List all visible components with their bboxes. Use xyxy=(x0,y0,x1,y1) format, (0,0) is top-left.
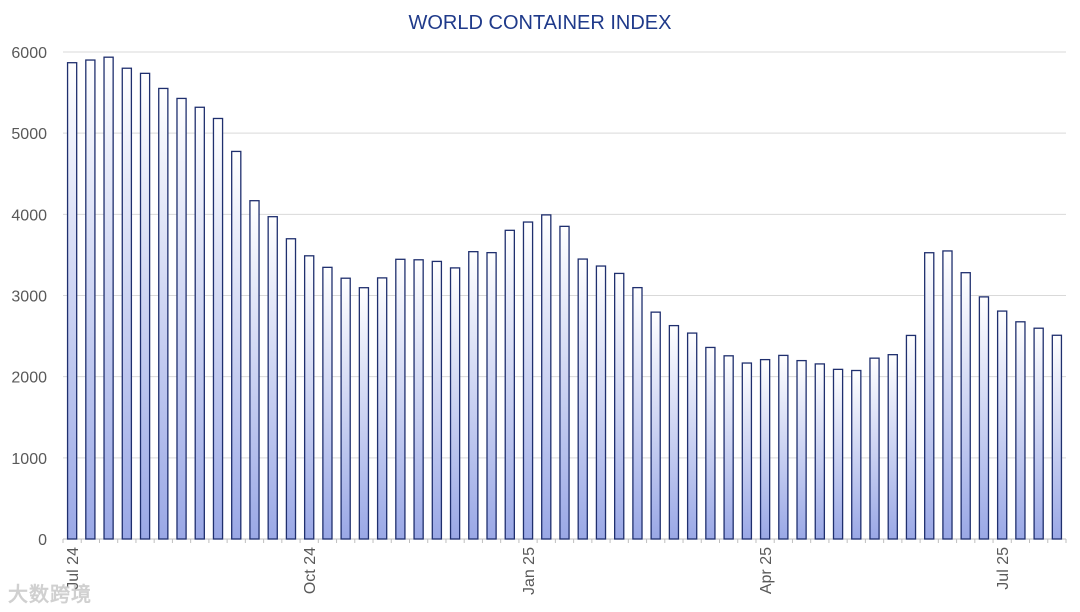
bar xyxy=(541,214,552,540)
bar xyxy=(723,355,734,540)
bar xyxy=(814,363,826,540)
bar xyxy=(832,368,844,540)
y-tick-label: 6000 xyxy=(11,45,47,62)
bar xyxy=(285,238,297,540)
y-tick-label: 1000 xyxy=(11,451,47,468)
x-tick-label: Jul 24 xyxy=(65,547,82,590)
bar xyxy=(376,277,388,540)
watermark-logo: 大数跨境 xyxy=(8,582,92,606)
bar xyxy=(869,357,880,540)
y-tick-label: 5000 xyxy=(11,126,47,143)
bar xyxy=(468,251,479,540)
y-tick-label: 4000 xyxy=(11,207,47,224)
bar xyxy=(796,359,807,540)
bars xyxy=(66,56,1063,540)
bar xyxy=(942,250,953,540)
bar xyxy=(249,200,260,540)
bar xyxy=(139,72,151,540)
bar xyxy=(1015,321,1026,540)
bar xyxy=(504,229,516,540)
bar xyxy=(66,62,78,540)
bar xyxy=(996,310,1008,540)
bar xyxy=(486,251,497,540)
bar xyxy=(212,117,224,540)
x-tick-label: Oct 24 xyxy=(302,547,319,594)
bar xyxy=(978,296,990,540)
bar xyxy=(431,260,443,540)
bar xyxy=(759,358,771,540)
bar xyxy=(267,216,278,540)
x-axis: Jul 24 Oct 24 Jan 25 Apr 25 Jul 25 xyxy=(62,539,1067,595)
bar xyxy=(158,87,169,540)
bar xyxy=(614,272,625,540)
bar xyxy=(851,369,862,540)
bar xyxy=(577,258,588,540)
bar xyxy=(85,59,96,540)
bar xyxy=(1051,334,1063,540)
y-tick-label: 2000 xyxy=(11,370,47,387)
bar xyxy=(413,259,424,540)
bar xyxy=(924,252,935,540)
bar xyxy=(522,221,534,540)
bar xyxy=(905,334,917,540)
bar xyxy=(1033,327,1044,540)
y-tick-label: 3000 xyxy=(11,289,47,306)
bar xyxy=(358,287,370,540)
bar xyxy=(705,346,716,540)
bar xyxy=(103,56,114,540)
bar xyxy=(231,150,242,540)
bar xyxy=(595,265,607,540)
chart-title: WORLD CONTAINER INDEX xyxy=(409,12,672,34)
bar xyxy=(632,286,643,540)
y-axis: 0 1000 2000 3000 4000 5000 6000 xyxy=(11,45,47,549)
x-tick-label: Apr 25 xyxy=(758,547,775,594)
bar xyxy=(668,324,680,540)
bar xyxy=(449,267,461,540)
bar xyxy=(778,354,789,540)
bar xyxy=(650,311,661,540)
bar xyxy=(960,272,971,540)
bar xyxy=(887,354,898,540)
bar xyxy=(340,277,351,540)
bar xyxy=(303,255,315,540)
bar xyxy=(559,225,570,540)
bar xyxy=(686,332,698,540)
bar xyxy=(176,97,187,540)
bar xyxy=(194,106,205,540)
x-tick-label: Jan 25 xyxy=(521,547,538,595)
bar xyxy=(121,67,133,540)
y-tick-label: 0 xyxy=(38,532,47,549)
x-tick-label: Jul 25 xyxy=(995,547,1012,590)
bar xyxy=(741,362,753,540)
bar xyxy=(322,266,333,540)
bar xyxy=(395,258,406,540)
